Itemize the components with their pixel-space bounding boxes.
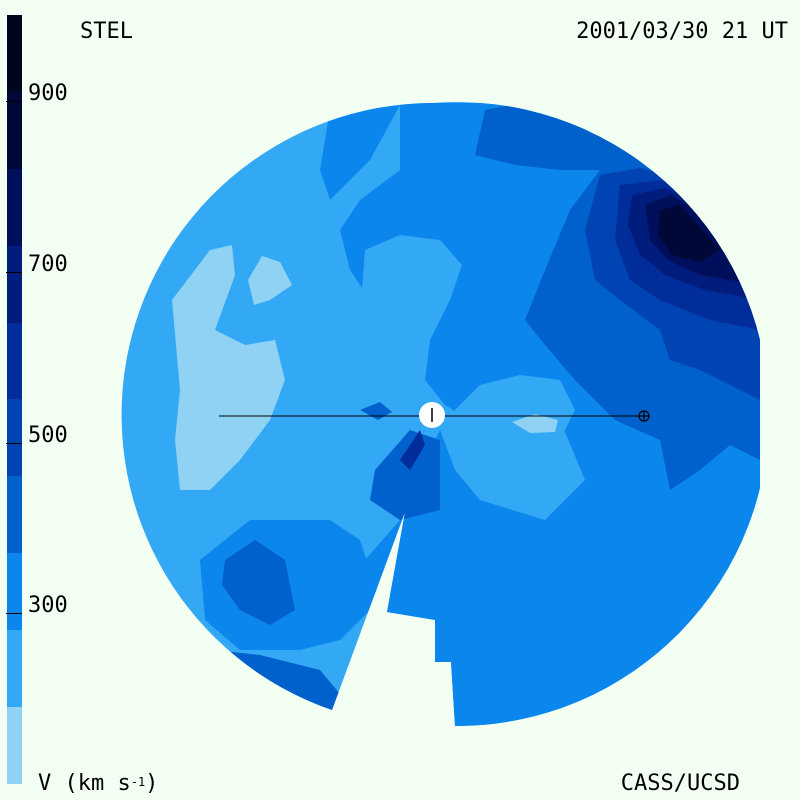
unit-exponent: -1: [130, 775, 146, 789]
region-level-1: [512, 414, 558, 433]
region-level-2: [362, 235, 462, 380]
colorbar-swatch: [7, 553, 22, 631]
colorbar-tick-mark: [6, 101, 22, 102]
station-label: STEL: [80, 19, 133, 44]
colorbar-swatch: [7, 399, 22, 477]
unit-text: V (km s: [38, 771, 131, 796]
region-level-1: [172, 245, 285, 490]
colorbar-swatch: [7, 707, 22, 784]
colorbar-tick-900: 900: [28, 81, 68, 106]
region-level-6: [400, 430, 425, 470]
region-level-2: [455, 375, 575, 490]
unit-label: V (km s-1): [38, 771, 159, 796]
colorbar-tick-mark: [6, 272, 22, 273]
colorbar-tick-mark: [6, 613, 22, 614]
colorbar-swatch: [7, 322, 22, 400]
colorbar-swatch: [7, 91, 22, 169]
colorbar-tick-mark: [6, 443, 22, 444]
timestamp-label: 2001/03/30 21 UT: [576, 19, 788, 44]
region-level-4: [370, 430, 440, 520]
colorbar-swatch: [7, 168, 22, 246]
region-level-9: [658, 205, 720, 262]
region-level-4: [222, 540, 295, 625]
credit-label: CASS/UCSD: [620, 771, 740, 796]
region-level-1: [248, 256, 292, 305]
colorbar-swatch: [7, 476, 22, 554]
colorbar-tick-500: 500: [28, 423, 68, 448]
region-level-3: [320, 105, 400, 200]
colorbar-tick-700: 700: [28, 252, 68, 277]
colorbar-swatch: [7, 15, 22, 92]
colorbar-swatch: [7, 245, 22, 323]
colorbar-tick-300: 300: [28, 593, 68, 618]
velocity-colorbar: [7, 15, 22, 784]
colorbar-swatch: [7, 630, 22, 708]
